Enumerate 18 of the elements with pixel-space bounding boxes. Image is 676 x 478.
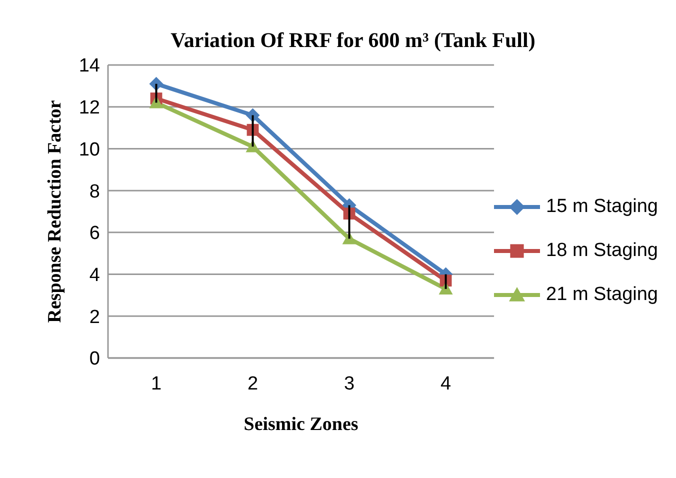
x-tick-label: 2 bbox=[247, 373, 258, 394]
y-tick-label: 4 bbox=[89, 265, 100, 286]
x-tick-label: 4 bbox=[440, 373, 452, 394]
y-tick-label: 12 bbox=[78, 98, 100, 119]
legend-label: 18 m Staging bbox=[546, 240, 658, 262]
y-tick-label: 2 bbox=[89, 306, 100, 328]
x-tick-label: 1 bbox=[150, 373, 162, 394]
y-tick-label: 0 bbox=[89, 348, 100, 370]
y-tick-label: 14 bbox=[78, 56, 100, 77]
x-axis-title: Seismic Zones bbox=[244, 414, 358, 435]
y-tick-label: 6 bbox=[89, 223, 100, 244]
y-tick-label: 8 bbox=[89, 181, 100, 202]
chart-title: Variation Of RRF for 600 m³ (Tank Full) bbox=[170, 27, 536, 53]
y-tick-label: 10 bbox=[78, 139, 100, 160]
legend-label: 15 m Staging bbox=[546, 196, 658, 218]
legend-label: 21 m Staging bbox=[546, 284, 658, 306]
x-tick-label: 3 bbox=[344, 373, 355, 394]
y-axis-title: Response Reduction Factor bbox=[44, 100, 66, 323]
